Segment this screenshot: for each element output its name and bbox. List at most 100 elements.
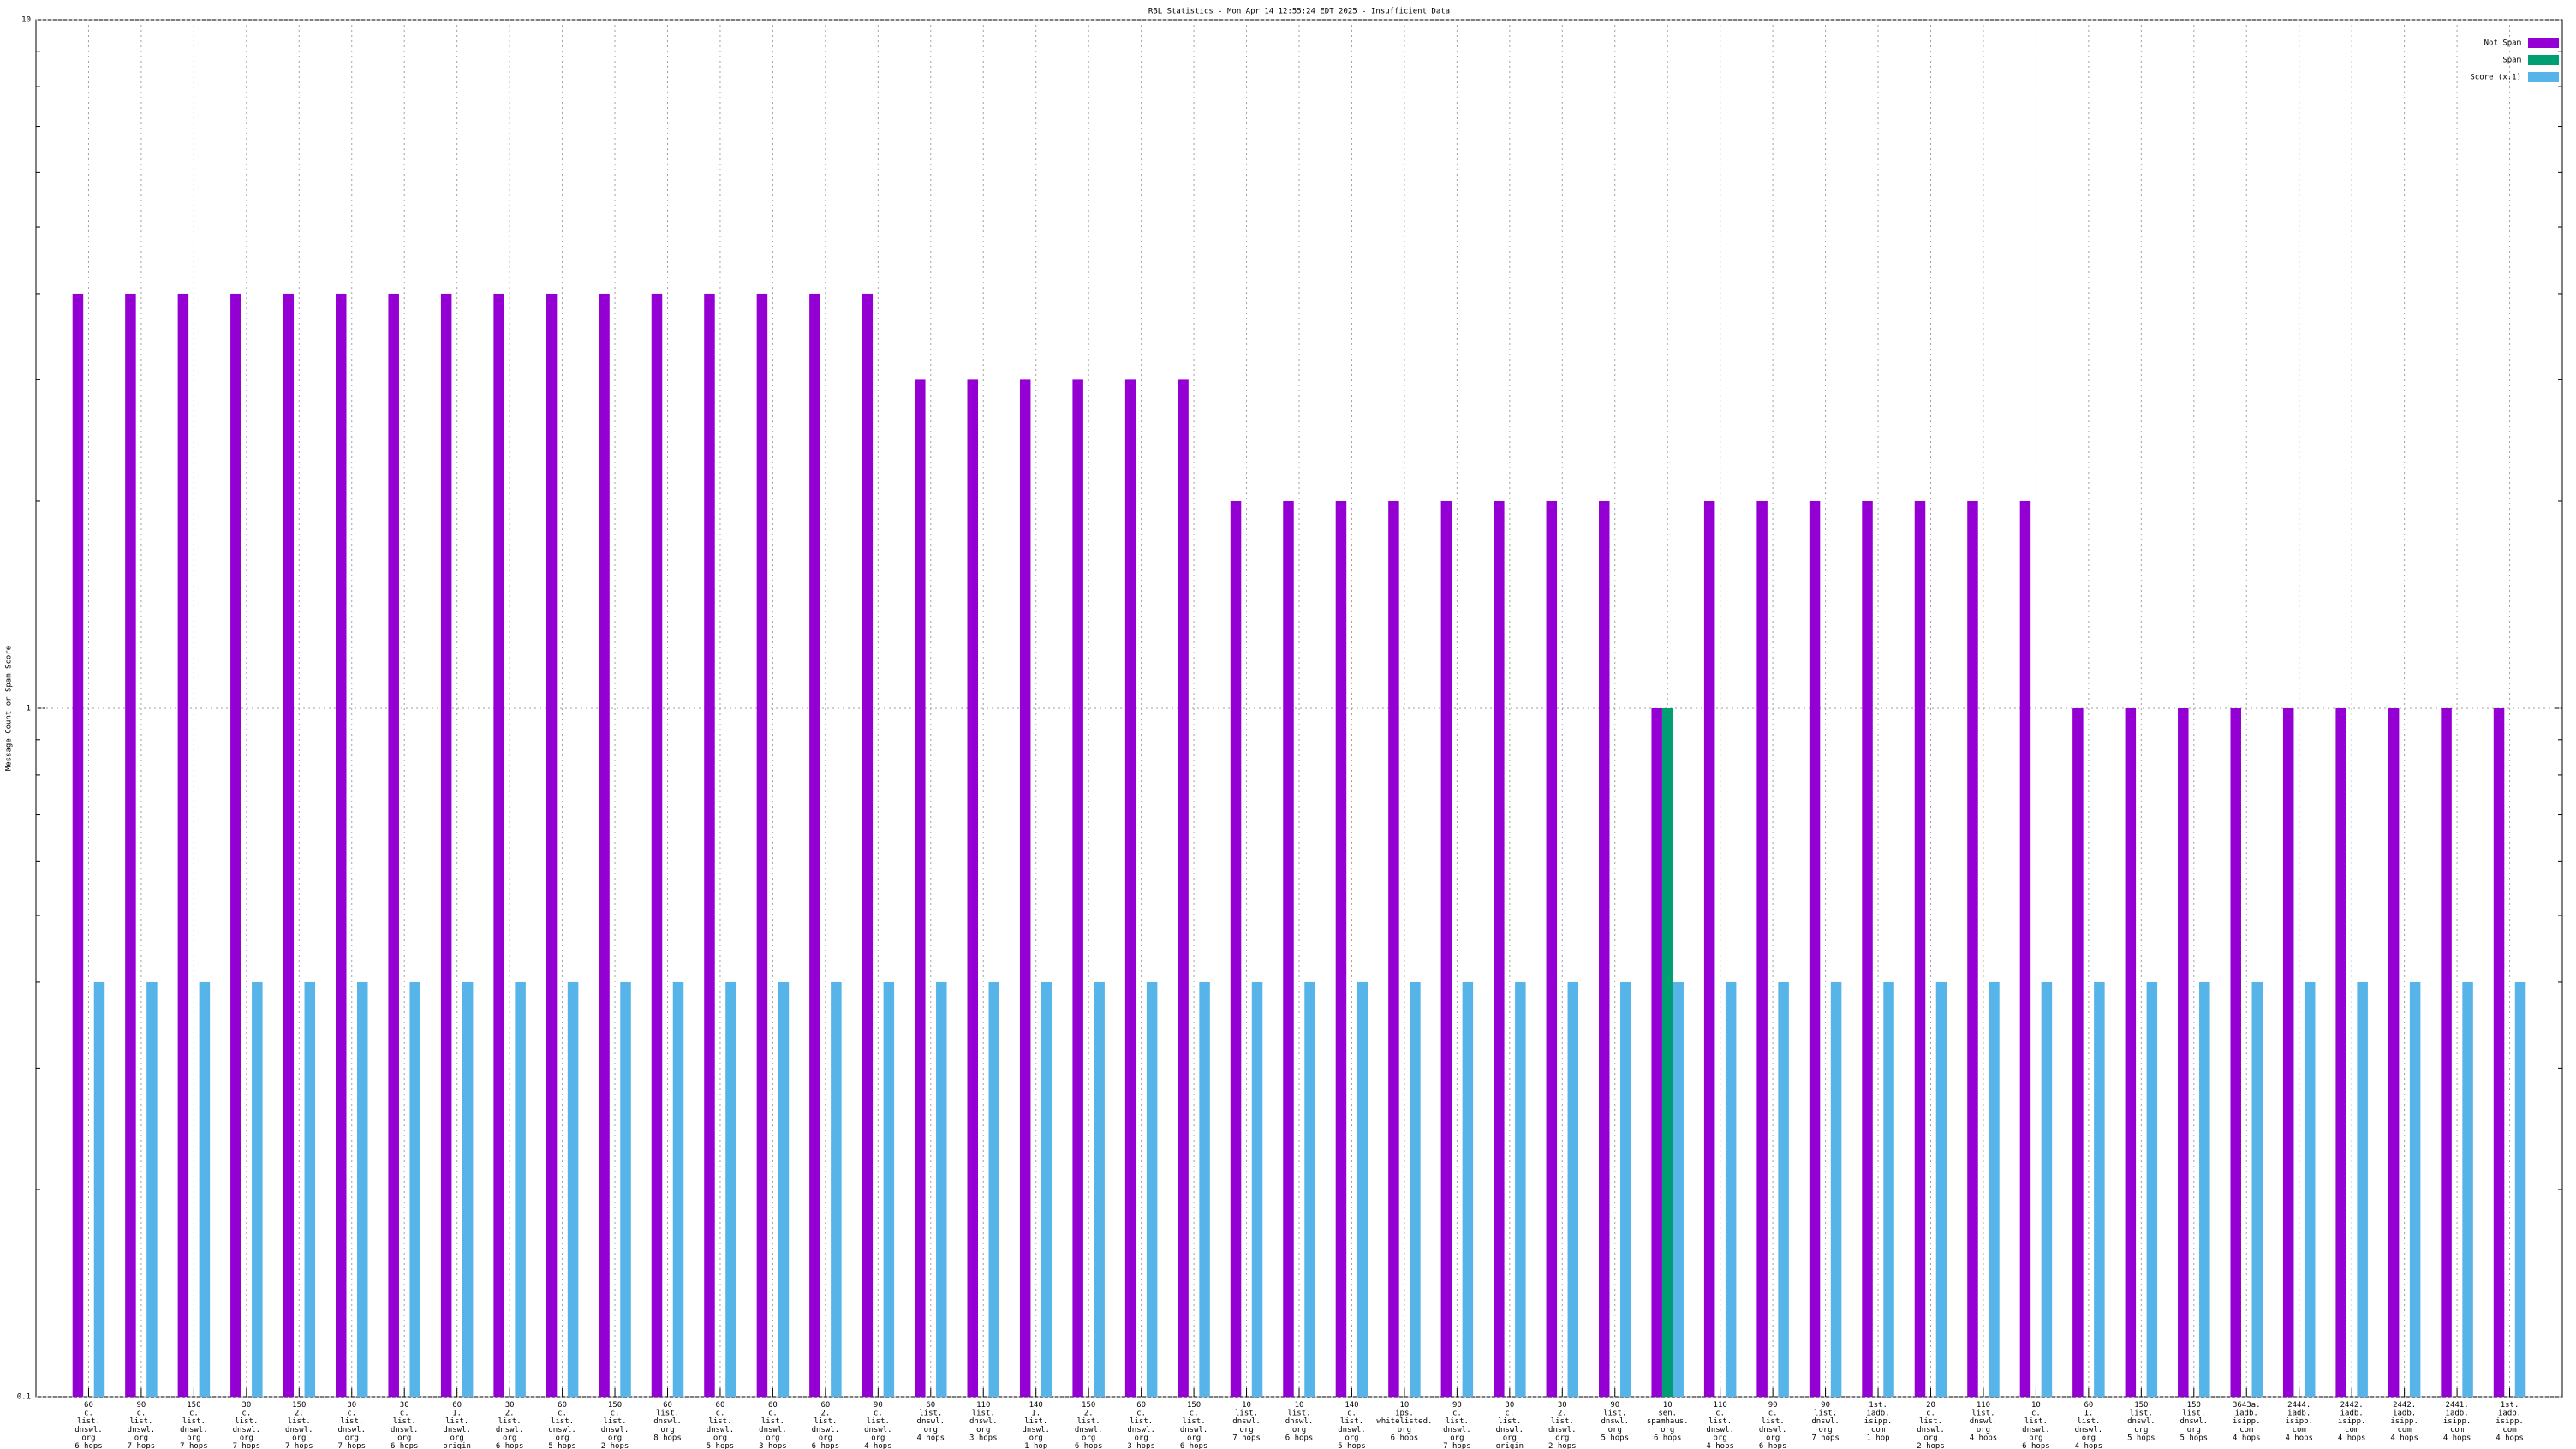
bar: [304, 981, 316, 1397]
bar: [1967, 500, 1978, 1397]
bar: [462, 981, 474, 1397]
bar: [2493, 708, 2505, 1397]
bar: [409, 981, 420, 1397]
bar: [620, 981, 631, 1397]
x-tick-label: 3643a. iadb. isipp. com 4 hops: [2233, 1401, 2261, 1442]
bar: [1989, 981, 2000, 1397]
bar: [2409, 981, 2421, 1397]
x-tick-label: 150 c. list. dnswl. org 6 hops: [1180, 1401, 1208, 1449]
x-tick-label: 150 2. list. dnswl. org 7 hops: [285, 1401, 313, 1449]
bar: [1388, 500, 1399, 1397]
x-tick-label: 90 list. dnswl. org 7 hops: [1811, 1401, 1840, 1442]
bar: [177, 293, 189, 1398]
bar: [2251, 981, 2263, 1397]
x-tick-label: 30 c. list. dnswl. org 7 hops: [233, 1401, 261, 1449]
bar: [756, 293, 768, 1398]
x-tick-label: 90 c. list. dnswl. org 4 hops: [864, 1401, 892, 1449]
bar: [125, 293, 136, 1398]
legend-swatch: [2528, 55, 2559, 65]
bar: [2072, 708, 2084, 1397]
bar: [2335, 708, 2346, 1397]
legend-swatch: [2528, 72, 2559, 82]
bar: [1914, 500, 1926, 1397]
bar: [1935, 981, 1947, 1397]
x-tick-label: 60 list. dnswl. org 8 hops: [653, 1401, 682, 1442]
bar: [146, 981, 158, 1397]
bar: [862, 293, 874, 1398]
bar: [2230, 708, 2241, 1397]
x-tick-label: 140 c. list. dnswl. org 5 hops: [1338, 1401, 1366, 1449]
bar: [704, 293, 715, 1398]
bar: [93, 981, 105, 1397]
bar: [1357, 981, 1368, 1397]
x-tick-label: 30 c. list. dnswl. org 7 hops: [337, 1401, 366, 1449]
bar: [546, 293, 558, 1398]
bar: [988, 981, 999, 1397]
bar: [2304, 981, 2316, 1397]
x-tick-label: 60 2. list. dnswl. org 6 hops: [812, 1401, 840, 1449]
bar: [651, 293, 663, 1398]
x-tick-label: 1st. iadb. isipp. com 4 hops: [2496, 1401, 2524, 1442]
bar: [1146, 981, 1158, 1397]
bar: [1178, 379, 1189, 1397]
bar: [1673, 981, 1684, 1397]
bar: [2199, 981, 2210, 1397]
bar: [1862, 500, 1873, 1397]
bar: [936, 981, 947, 1397]
x-tick-label: 20 c. list. dnswl. org 2 hops: [1917, 1401, 1945, 1449]
bar: [2094, 981, 2105, 1397]
bar: [1019, 379, 1031, 1397]
x-tick-label: 1st. iadb. isipp. com 1 hop: [1864, 1401, 1893, 1442]
bar: [2282, 708, 2294, 1397]
x-tick-label: 30 2. list. dnswl. org 2 hops: [1548, 1401, 1577, 1449]
x-tick-label: 110 c. list. dnswl. org 4 hops: [1706, 1401, 1734, 1449]
bar: [1725, 981, 1737, 1397]
bar: [1094, 981, 1105, 1397]
x-tick-label: 150 list. dnswl. org 5 hops: [2180, 1401, 2209, 1442]
x-tick-label: 60 c. list. dnswl. org 5 hops: [548, 1401, 576, 1449]
x-tick-label: 30 2. list. dnswl. org 6 hops: [496, 1401, 524, 1449]
bar: [672, 981, 684, 1397]
bar: [336, 293, 347, 1398]
bar: [199, 981, 211, 1397]
bar: [1494, 500, 1505, 1397]
bar: [831, 981, 842, 1397]
bar: [230, 293, 242, 1398]
bar: [357, 981, 368, 1397]
bar: [1651, 708, 1662, 1397]
bar: [1124, 379, 1136, 1397]
bar: [493, 293, 504, 1398]
x-tick-label: 10 list. dnswl. org 7 hops: [1232, 1401, 1261, 1442]
bar: [1703, 500, 1715, 1397]
bar: [1515, 981, 1526, 1397]
x-tick-label: 110 list. dnswl. org 4 hops: [1970, 1401, 1998, 1442]
x-tick-label: 2442. iadb. isipp. com 4 hops: [2338, 1401, 2366, 1442]
x-tick-label: 60 c. list. dnswl. org 5 hops: [707, 1401, 735, 1449]
chart-title: RBL Statistics - Mon Apr 14 12:55:24 EDT…: [1148, 8, 1450, 16]
legend-label: Score (x.1): [2470, 74, 2521, 82]
bar: [72, 293, 84, 1398]
x-tick-label: 60 c. list. dnswl. org 3 hops: [1127, 1401, 1155, 1449]
bar: [1830, 981, 1842, 1397]
y-tick-label: 1: [27, 705, 31, 713]
x-tick-label: 60 1. list. dnswl. org 4 hops: [2075, 1401, 2103, 1449]
bar: [515, 981, 526, 1397]
legend-label: Not Spam: [2484, 39, 2521, 48]
bar: [1462, 981, 1474, 1397]
x-tick-label: 10 list. dnswl. org 6 hops: [1285, 1401, 1314, 1442]
x-tick-label: 60 c. list. dnswl. org 3 hops: [759, 1401, 787, 1449]
x-tick-label: 10 c. list. dnswl. org 6 hops: [2022, 1401, 2050, 1449]
bar: [1883, 981, 1894, 1397]
y-axis-label: Message Count or Spam Score: [5, 646, 14, 771]
legend-label: Spam: [2502, 57, 2521, 65]
y-tick-label: 0.1: [17, 1393, 31, 1402]
bar: [1283, 500, 1294, 1397]
x-tick-label: 60 c. list. dnswl. org 6 hops: [75, 1401, 103, 1449]
bar: [1661, 708, 1673, 1397]
x-tick-label: 150 2. list. dnswl. org 6 hops: [1075, 1401, 1103, 1449]
bar: [1778, 981, 1789, 1397]
x-tick-label: 150 c. list. dnswl. org 7 hops: [180, 1401, 208, 1449]
bar: [2357, 981, 2368, 1397]
bar: [1620, 981, 1631, 1397]
